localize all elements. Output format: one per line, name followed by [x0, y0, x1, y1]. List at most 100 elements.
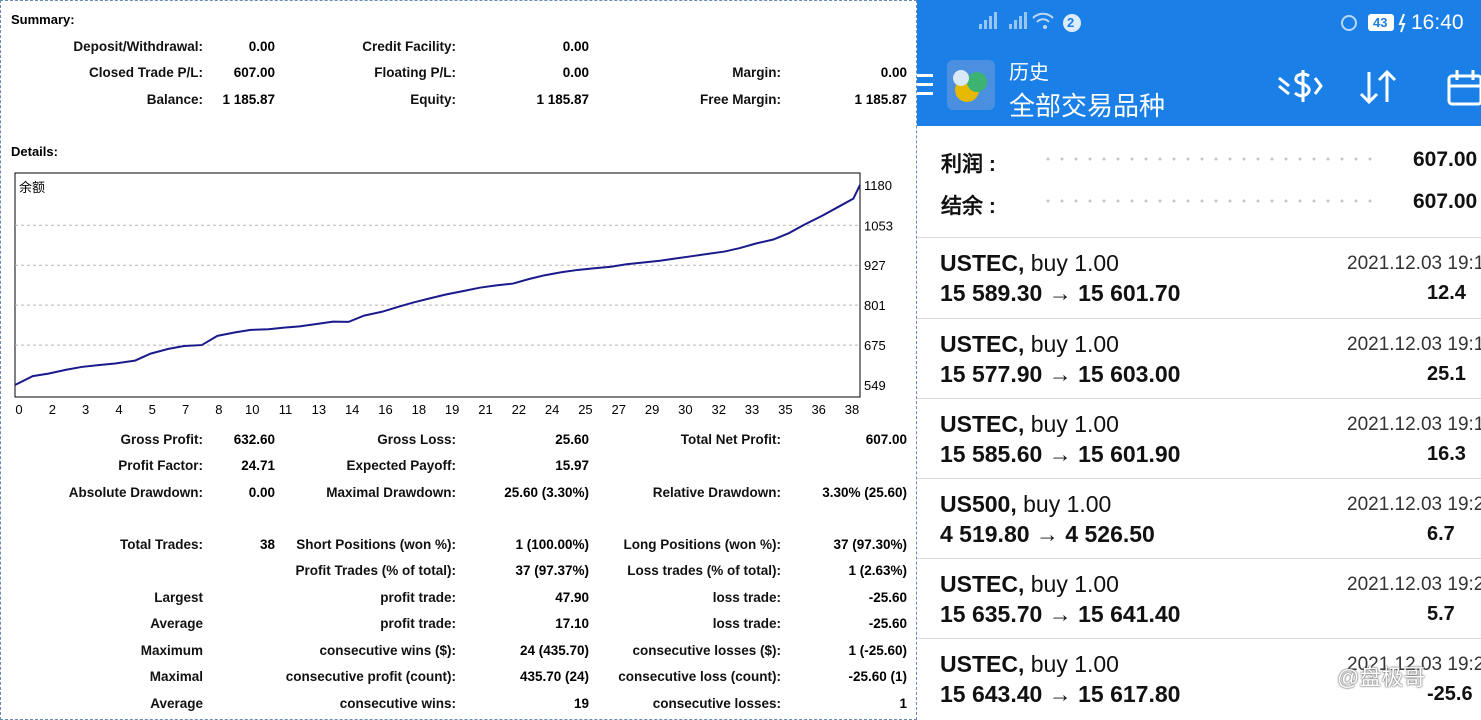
largest-loss-value: -25.60 — [868, 590, 907, 605]
largest-profit-value: 47.90 — [555, 590, 589, 605]
trade-row[interactable]: USTEC, buy 1.00 15 577.90 → 15 603.00 20… — [917, 318, 1481, 398]
x-tick-label: 29 — [645, 402, 659, 417]
x-tick-label: 25 — [578, 402, 592, 417]
summary-row-balance: 结余 : 607.00 — [917, 182, 1481, 224]
trade-symbol: US500, — [940, 491, 1017, 517]
menu-icon[interactable] — [917, 74, 933, 95]
deposit-value: 0.00 — [248, 39, 275, 54]
trade-row[interactable]: USTEC, buy 1.00 15 589.30 → 15 601.70 20… — [917, 237, 1481, 317]
x-tick-label: 5 — [149, 402, 156, 417]
trade-direction: buy 1.00 — [1023, 491, 1112, 517]
trade-symbol: USTEC, — [940, 331, 1025, 357]
trade-time: 2021.12.03 19:2 — [1347, 574, 1481, 595]
y-tick-label: 801 — [864, 298, 886, 313]
trade-time: 2021.12.03 19:2 — [1347, 654, 1481, 675]
consec-wins-value: 24 (435.70) — [519, 643, 589, 658]
trade-row[interactable]: USTEC, buy 1.00 15 643.40 → 15 617.80 20… — [917, 638, 1481, 718]
battery-level: 43 — [1373, 15, 1388, 30]
gross-profit-label: Gross Profit: — [120, 432, 203, 447]
symbol-filter[interactable]: 全部交易品种 — [1009, 91, 1166, 121]
floating-pl-label: Floating P/L: — [374, 65, 456, 80]
charging-icon — [1398, 13, 1406, 33]
trade-direction: buy 1.00 — [1030, 571, 1119, 597]
x-tick-label: 0 — [15, 402, 22, 417]
sim-badge-icon — [1063, 14, 1081, 32]
x-tick-label: 13 — [312, 402, 326, 417]
avg-consec-losses-label: consecutive losses: — [652, 696, 781, 711]
trade-time: 2021.12.03 19:1 — [1347, 414, 1481, 435]
max-drawdown-value: 25.60 (3.30%) — [504, 485, 589, 500]
loss-trades-value: 1 (2.63%) — [848, 563, 907, 578]
wifi-icon — [1032, 12, 1054, 23]
summary-heading: Summary: — [11, 12, 75, 27]
trade-symbol: USTEC, — [940, 571, 1025, 597]
deposit-label: Deposit/Withdrawal: — [73, 39, 203, 54]
closed-pl-label: Closed Trade P/L: — [88, 65, 203, 80]
maximum-label: Maximum — [140, 643, 203, 658]
x-tick-label: 27 — [612, 402, 626, 417]
y-tick-label: 1053 — [864, 218, 893, 233]
trade-time: 2021.12.03 19:1 — [1347, 334, 1481, 355]
watermark: @盘极哥 — [1337, 665, 1426, 690]
abs-drawdown-value: 0.00 — [248, 485, 275, 500]
x-tick-label: 11 — [279, 402, 293, 417]
summary-row-profit: 利润 : 607.00 — [917, 140, 1481, 182]
balance-label: 结余 : — [941, 195, 996, 218]
mobile-history-screen: 2 43 16:40 — [917, 0, 1481, 720]
chart-title: 余额 — [19, 180, 45, 196]
x-tick-label: 36 — [811, 402, 825, 417]
average-loss-label: loss trade: — [712, 616, 781, 631]
y-tick-label: 675 — [864, 338, 886, 353]
trade-row[interactable]: USTEC, buy 1.00 15 585.60 → 15 601.90 20… — [917, 398, 1481, 478]
maximal-label: Maximal — [149, 669, 203, 684]
total-trades-value: 38 — [259, 537, 275, 552]
trade-direction: buy 1.00 — [1030, 651, 1119, 677]
expected-payoff-label: Expected Payoff: — [346, 458, 456, 473]
credit-value: 0.00 — [562, 39, 589, 54]
total-net-profit-label: Total Net Profit: — [680, 432, 781, 447]
trade-profit: 16.3 — [1427, 443, 1466, 465]
largest-profit-label: profit trade: — [380, 590, 456, 605]
balance-value: 607.00 — [1413, 190, 1478, 213]
largest-loss-label: loss trade: — [712, 590, 781, 605]
details-heading: Details: — [11, 144, 58, 159]
trade-prices: 15 589.30 → 15 601.70 — [940, 280, 1181, 306]
x-tick-label: 32 — [711, 402, 725, 417]
profit-value: 607.00 — [1413, 148, 1478, 171]
trade-prices: 15 585.60 → 15 601.90 — [940, 441, 1181, 467]
balance-chart: 1180 1053 927 801 675 549 0 2 3 4 5 7 8 10 11 13 14 16 18… — [14, 172, 893, 417]
rel-drawdown-label: Relative Drawdown: — [652, 485, 781, 500]
x-tick-label: 3 — [82, 402, 89, 417]
calendar-icon[interactable] — [1447, 70, 1481, 106]
x-tick-label: 14 — [345, 402, 359, 417]
credit-label: Credit Facility: — [362, 39, 456, 54]
sim-number: 2 — [1067, 15, 1075, 30]
trade-row[interactable]: USTEC, buy 1.00 15 635.70 → 15 641.40 20… — [917, 558, 1481, 638]
average-loss-value: -25.60 — [868, 616, 907, 631]
sort-icon[interactable] — [1359, 69, 1397, 105]
expected-payoff-value: 15.97 — [555, 458, 589, 473]
trade-profit: 5.7 — [1427, 603, 1455, 625]
x-tick-label: 7 — [182, 402, 189, 417]
equity-label: Equity: — [410, 92, 456, 107]
consec-losses-label: consecutive losses ($): — [632, 643, 781, 658]
status-icons — [979, 12, 1406, 33]
free-margin-label: Free Margin: — [699, 92, 781, 107]
chart-frame — [14, 172, 861, 398]
trade-row[interactable]: US500, buy 1.00 4 519.80 → 4 526.50 2021… — [917, 478, 1481, 558]
avg-consec-wins-label: consecutive wins: — [339, 696, 456, 711]
margin-label: Margin: — [732, 65, 781, 80]
rel-drawdown-value: 3.30% (25.60) — [822, 485, 907, 500]
trade-profit: 12.4 — [1427, 282, 1466, 304]
x-tick-label: 2 — [49, 402, 56, 417]
consec-profit-value: 435.70 (24) — [519, 669, 589, 684]
average-profit-label: profit trade: — [380, 616, 456, 631]
x-tick-label: 19 — [445, 402, 459, 417]
x-tick-label: 8 — [215, 402, 222, 417]
consec-losses-value: 1 (-25.60) — [848, 643, 907, 658]
currency-exchange-icon[interactable] — [1278, 70, 1323, 102]
consec-loss-value: -25.60 (1) — [848, 669, 907, 684]
leader-dots — [1041, 199, 1381, 203]
free-margin-value: 1 185.87 — [854, 92, 907, 107]
balance-label: Balance: — [146, 92, 203, 107]
